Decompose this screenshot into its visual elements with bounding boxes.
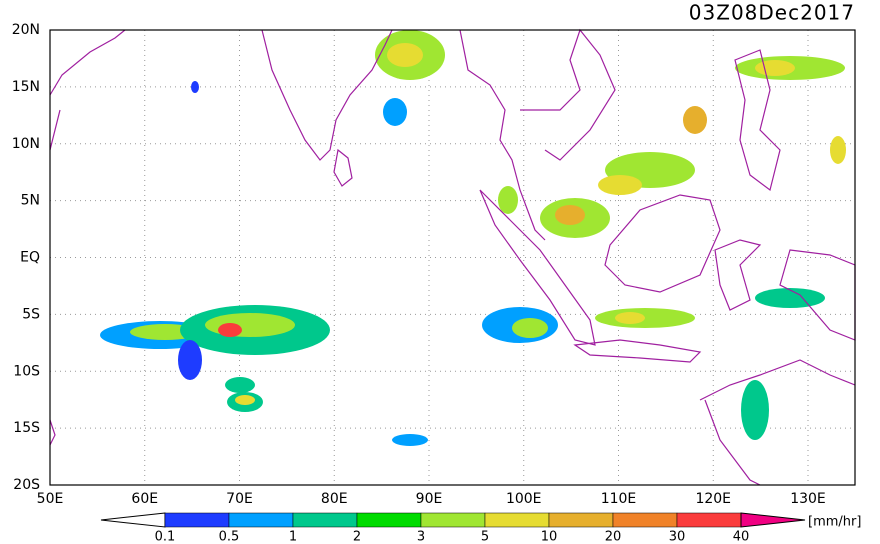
rain-area [383, 98, 407, 126]
colorbar-segment [612, 512, 678, 528]
colorbar-segment [676, 512, 742, 528]
rain-area [178, 340, 202, 380]
colorbar-segment [356, 512, 422, 528]
colorbar-label: 5 [481, 530, 489, 544]
rain-area [512, 318, 548, 338]
coastline [261, 29, 393, 161]
colorbar-segment [420, 512, 486, 528]
rain-area [205, 313, 295, 337]
lat-label: 5S [22, 306, 40, 322]
lon-label: 80E [321, 491, 348, 507]
colorbar-segment [164, 512, 230, 528]
colorbar-label: 0.1 [155, 530, 176, 544]
coastline [573, 339, 702, 363]
lat-label: 20S [13, 477, 40, 493]
rain-area [392, 434, 428, 446]
colorbar-label: 20 [605, 530, 622, 544]
lon-label: 50E [37, 491, 64, 507]
precipitation [100, 30, 846, 446]
colorbar-segment [484, 512, 550, 528]
coastlines [49, 28, 856, 486]
grid [50, 30, 855, 485]
lon-label: 70E [226, 491, 253, 507]
lat-label: 10S [13, 363, 40, 379]
lon-label: 60E [131, 491, 158, 507]
coastline [714, 239, 762, 311]
colorbar-segment [228, 512, 294, 528]
lat-label: 15N [12, 79, 40, 95]
rain-area [683, 106, 707, 134]
coastline [479, 189, 596, 346]
lon-label: 100E [506, 491, 542, 507]
lat-label: 20N [12, 22, 40, 38]
colorbar-under [100, 512, 166, 528]
rain-area [218, 323, 242, 337]
rain-area [615, 312, 645, 324]
colorbar-over [740, 512, 806, 528]
coastline [734, 49, 781, 192]
rain-area [830, 136, 846, 164]
rain-area [755, 60, 795, 76]
map-frame [49, 29, 856, 486]
lat-label: 10N [12, 136, 40, 152]
coastline [779, 249, 856, 341]
rain-area [598, 175, 642, 195]
coastline [604, 194, 721, 293]
rain-area [741, 380, 769, 440]
coastline [699, 359, 856, 486]
rain-area [387, 43, 423, 67]
colorbar-label: 1 [289, 530, 297, 544]
colorbar-segment [292, 512, 358, 528]
colorbar-label: 0.5 [219, 530, 240, 544]
rain-area [191, 81, 199, 93]
coastline [333, 148, 353, 187]
colorbar-label: 40 [733, 530, 750, 544]
lat-label: EQ [20, 250, 40, 266]
rain-area [755, 288, 825, 308]
colorbar: 0.1 0.5 1 2 3 5 10 20 30 40 [mm/hr] [100, 512, 861, 544]
colorbar-label: 3 [417, 530, 425, 544]
rain-area [555, 205, 585, 225]
coastline [49, 29, 126, 96]
timestamp: 03Z08Dec2017 [689, 1, 855, 25]
rain-area [498, 186, 518, 214]
colorbar-label: 2 [353, 530, 361, 544]
lon-label: 110E [601, 491, 637, 507]
colorbar-segment [548, 512, 614, 528]
coastline [49, 419, 56, 446]
colorbar-label: 10 [541, 530, 558, 544]
lon-label: 130E [790, 491, 826, 507]
lon-label: 120E [695, 491, 731, 507]
rain-area [225, 377, 255, 393]
coastline [49, 109, 61, 151]
rain-area [235, 395, 255, 405]
colorbar-label: 30 [669, 530, 686, 544]
coastline [520, 28, 616, 161]
coastline [459, 29, 546, 241]
lat-label: 15S [13, 420, 40, 436]
lat-label: 5N [21, 193, 40, 209]
lon-label: 90E [416, 491, 443, 507]
colorbar-unit: [mm/hr] [808, 515, 861, 530]
